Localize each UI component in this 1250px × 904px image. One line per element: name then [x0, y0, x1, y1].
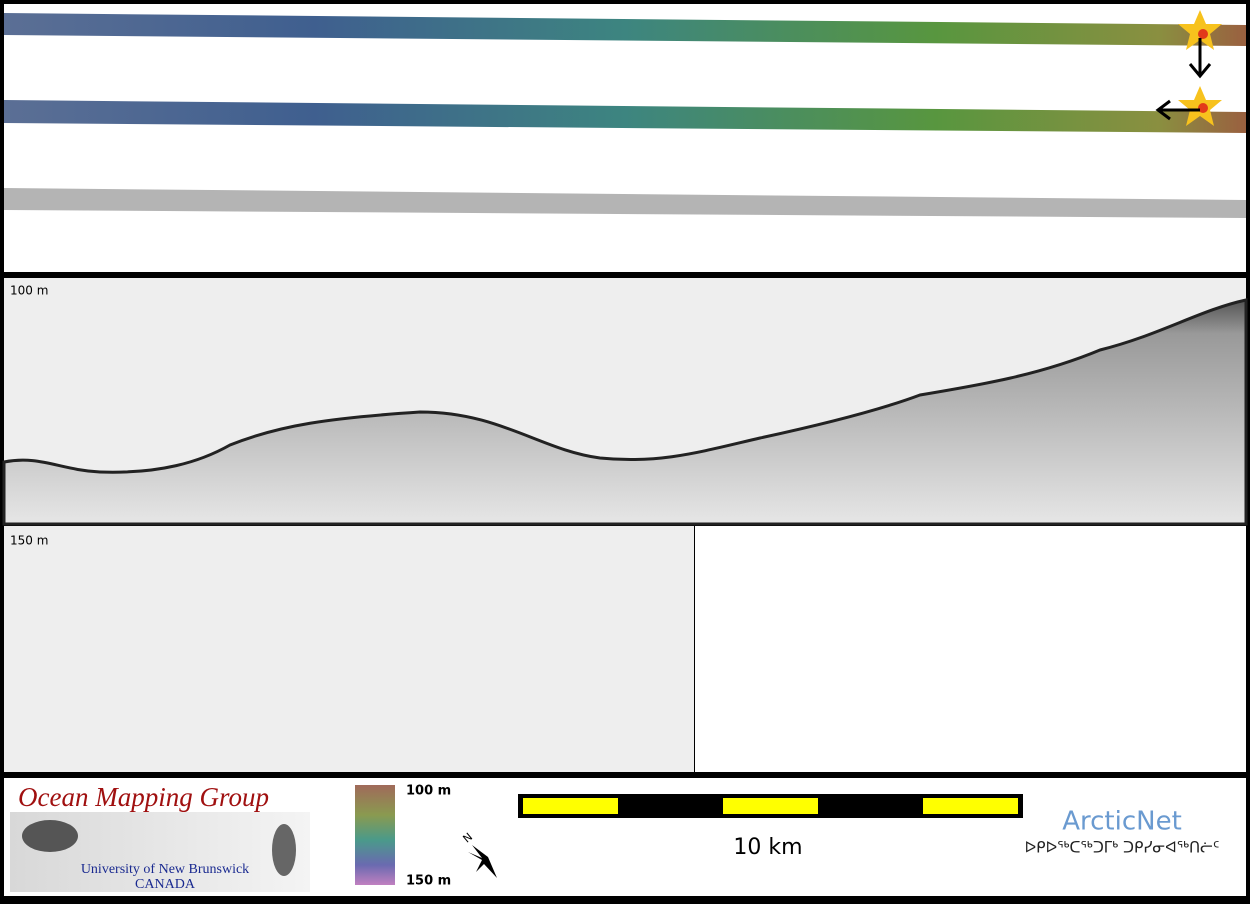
depth-label: 150 m	[10, 534, 48, 548]
logo-text: CANADA	[135, 877, 196, 892]
logo-text: University of New Brunswick	[81, 862, 249, 877]
profile-panel	[695, 526, 1246, 772]
legend-label: 150 m	[406, 874, 451, 889]
ship-marker	[1198, 103, 1208, 113]
scale-label: 10 km	[733, 835, 802, 860]
scale-bar	[923, 798, 1018, 814]
swath	[4, 100, 1246, 133]
logo-image	[272, 824, 296, 876]
depth-label: 100 m	[10, 284, 48, 298]
seafloor-echo	[2, 298, 1248, 526]
plan-panel	[4, 4, 1246, 272]
logo-title: ArcticNet	[1062, 807, 1182, 837]
arrow	[1155, 99, 1171, 121]
scale-bar	[723, 798, 818, 814]
logo-text: ᐅᑭᐅᖅᑕᖅᑐᒥᒃ ᑐᑭᓯᓂᐊᖅᑎᓖᑦ	[1025, 839, 1220, 857]
swath	[4, 13, 1246, 46]
arrow	[1188, 63, 1212, 79]
ship-marker	[1198, 29, 1208, 39]
profile-panel	[4, 526, 694, 772]
logo-title: Ocean Mapping Group	[18, 782, 269, 812]
compass	[468, 845, 497, 878]
sidescan-swath	[4, 188, 1246, 218]
logo-image	[22, 820, 78, 852]
legend-label: 100 m	[406, 784, 451, 799]
color-bar	[355, 785, 395, 885]
scale-bar	[523, 798, 618, 814]
